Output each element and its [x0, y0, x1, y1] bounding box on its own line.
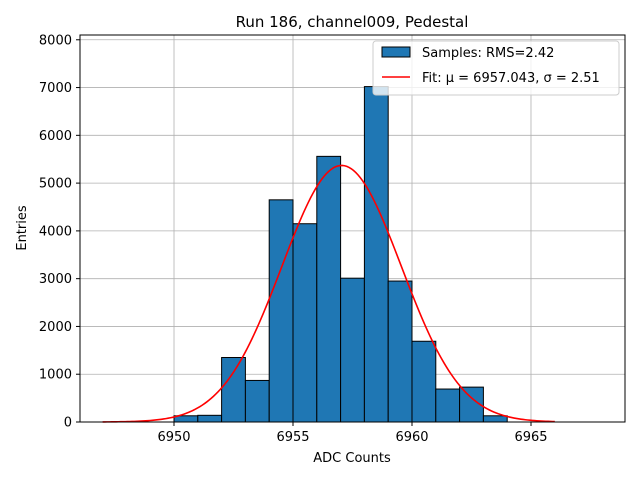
y-tick-label: 4000: [39, 224, 72, 239]
legend: Samples: RMS=2.42 Fit: μ = 6957.043, σ =…: [372, 40, 620, 96]
histogram-bar: [316, 155, 342, 423]
x-tick-label: 6965: [514, 430, 547, 445]
y-tick-label: 8000: [39, 33, 72, 48]
legend-box: [372, 40, 620, 96]
histogram-bar: [482, 415, 508, 423]
histogram-bar: [197, 414, 223, 423]
histogram-bar: [268, 199, 294, 423]
y-tick-label: 5000: [39, 177, 72, 192]
histogram-bar: [363, 86, 389, 423]
legend-samples-swatch: [381, 46, 411, 58]
chart-title: Run 186, channel009, Pedestal: [236, 13, 469, 31]
y-tick-label: 6000: [39, 129, 72, 144]
histogram-bars: [173, 86, 508, 423]
y-tick-label: 2000: [39, 320, 72, 335]
fit-curve: [102, 164, 555, 423]
histogram-bar: [292, 223, 318, 423]
x-tick-label: 6955: [276, 430, 309, 445]
histogram-bar: [435, 388, 461, 423]
histogram-bar: [411, 340, 437, 423]
y-axis-label: Entries: [15, 205, 30, 251]
histogram-bar: [221, 357, 246, 423]
x-axis-ticks: 6950 6955 6960 6965: [157, 422, 548, 445]
y-tick-label: 0: [64, 416, 72, 431]
x-tick-label: 6950: [157, 430, 190, 445]
plot-frame: [79, 34, 626, 423]
legend-fit-label: Fit: μ = 6957.043, σ = 2.51: [422, 71, 600, 86]
histogram-bar: [340, 277, 365, 423]
y-tick-label: 3000: [39, 272, 72, 287]
y-tick-label: 1000: [39, 368, 72, 383]
y-axis-ticks: 0 1000 2000 3000 4000 5000 6000 7000 8000: [39, 33, 80, 431]
x-axis-label: ADC Counts: [313, 451, 391, 466]
x-tick-label: 6960: [395, 430, 428, 445]
legend-samples-label: Samples: RMS=2.42: [422, 46, 554, 61]
y-tick-label: 7000: [39, 81, 72, 96]
histogram-bar: [244, 379, 270, 423]
histogram-bar: [387, 280, 413, 423]
fit-line: [102, 164, 555, 423]
